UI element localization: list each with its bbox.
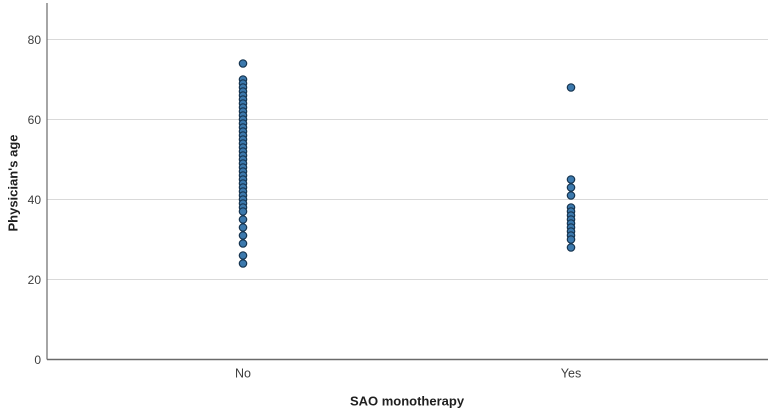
data-point (238, 239, 248, 248)
y-tick-label: 60 (28, 113, 42, 127)
data-point (238, 251, 248, 260)
x-axis-title: SAO monotherapy (349, 393, 465, 409)
data-point (238, 59, 248, 68)
x-tick-label: No (235, 367, 251, 381)
data-point (238, 223, 248, 232)
data-point (238, 215, 248, 224)
data-point (566, 235, 576, 244)
data-point (566, 175, 576, 184)
data-point (566, 243, 576, 252)
y-tick-label: 20 (28, 273, 42, 287)
y-axis-title: Physician's age (5, 134, 21, 232)
data-point (238, 207, 248, 216)
y-tick-label: 40 (28, 193, 42, 207)
x-tick-label: Yes (561, 367, 581, 381)
data-point (238, 231, 248, 240)
y-tick-label: 80 (28, 33, 42, 47)
data-point (566, 183, 576, 192)
data-point (238, 259, 248, 268)
y-tick-label: 0 (34, 353, 41, 367)
data-point (566, 83, 576, 92)
data-point (566, 191, 576, 200)
